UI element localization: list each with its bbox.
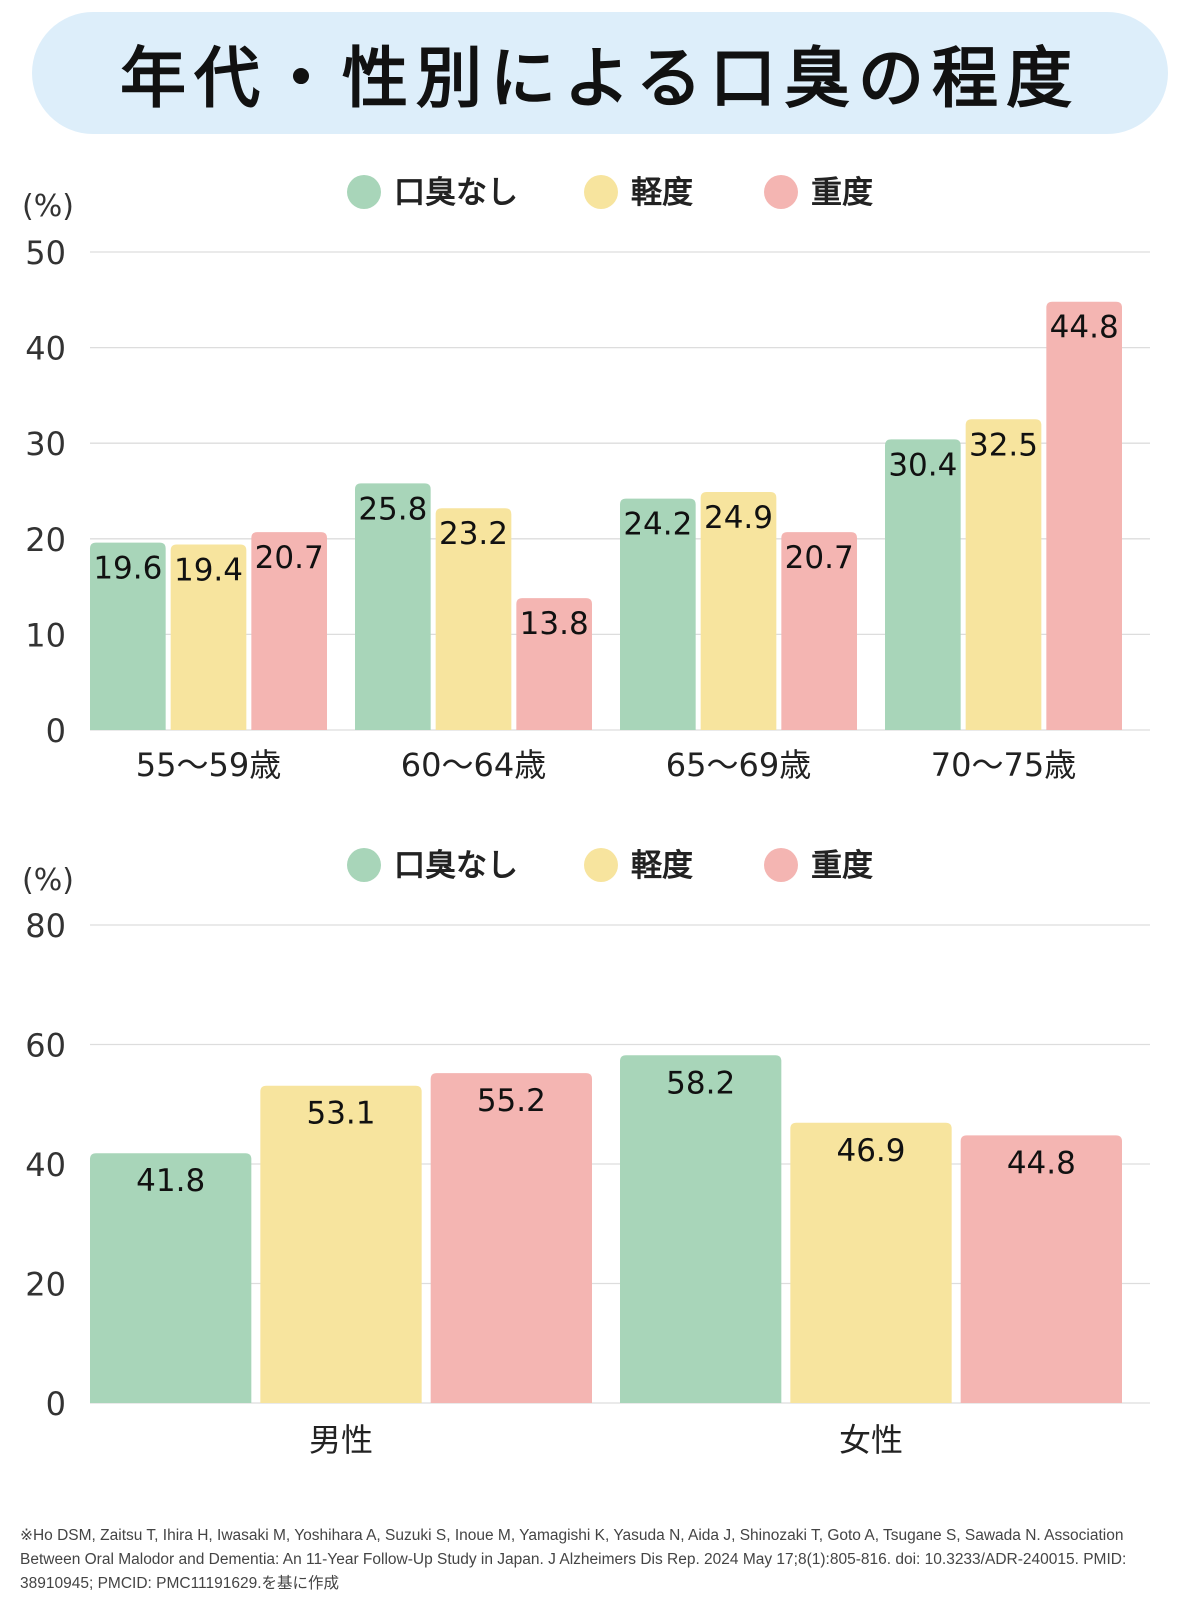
y-tick-label: 10 [25, 616, 66, 654]
bar [90, 542, 166, 730]
age-chart: 口臭なし 軽度 重度 (%) 0 10 20 30 40 50 19.6 19.4 20.7 55〜59歳… [22, 175, 1150, 784]
x-tick-label: 70〜75歳 [931, 746, 1076, 784]
data-label: 44.8 [1007, 1145, 1076, 1181]
y-tick-label: 40 [25, 330, 66, 368]
data-label: 44.8 [1050, 310, 1119, 346]
x-tick-label: 女性 [839, 1421, 903, 1459]
x-tick-label: 55〜59歳 [136, 746, 281, 784]
bar [1046, 301, 1122, 730]
legend-item: 口臭なし [347, 175, 518, 211]
y-tick-label: 60 [25, 1027, 66, 1065]
legend-label: 口臭なし [394, 175, 518, 211]
bar [960, 1135, 1122, 1403]
y-tick-label: 0 [46, 712, 66, 750]
y-tick-label: 80 [25, 907, 66, 945]
y-tick-label: 30 [25, 425, 66, 463]
data-label: 25.8 [358, 491, 427, 527]
bar [90, 1153, 252, 1403]
legend-swatch [347, 848, 381, 882]
bar [965, 419, 1042, 730]
gender-chart: 口臭なし 軽度 重度 (%) 0 20 40 60 80 41.8 53.1 55.2 男性 58.2 46… [22, 848, 1150, 1459]
citation-text: ※Ho DSM, Zaitsu T, Ihira H, Iwasaki M, Y… [20, 1527, 1127, 1592]
data-label: 41.8 [136, 1163, 205, 1199]
legend-label: 重度 [811, 175, 873, 211]
y-tick-label: 40 [25, 1146, 66, 1184]
title-banner: 年代・性別による口臭の程度 [32, 12, 1168, 134]
legend-label: 口臭なし [394, 848, 518, 884]
y-tick-label: 0 [46, 1385, 66, 1423]
legend-label: 重度 [811, 848, 873, 884]
bar [885, 439, 961, 730]
legend-item: 軽度 [584, 848, 693, 884]
bar [170, 544, 247, 730]
data-label: 53.1 [306, 1096, 375, 1132]
legend: 口臭なし 軽度 重度 [347, 175, 873, 211]
legend: 口臭なし 軽度 重度 [347, 848, 873, 884]
page-title: 年代・性別による口臭の程度 [119, 40, 1081, 117]
legend-swatch [584, 848, 618, 882]
bar [700, 491, 777, 730]
x-tick-label: 男性 [309, 1421, 373, 1459]
legend-label: 軽度 [631, 848, 693, 884]
data-label: 46.9 [836, 1133, 905, 1169]
legend-item: 重度 [764, 848, 873, 884]
data-label: 20.7 [255, 540, 324, 576]
legend-swatch [764, 848, 798, 882]
data-label: 13.8 [520, 606, 589, 642]
data-label: 58.2 [666, 1065, 735, 1101]
bar [620, 498, 696, 730]
legend-swatch [347, 175, 381, 209]
data-label: 19.4 [174, 553, 243, 589]
x-tick-label: 65〜69歳 [666, 746, 811, 784]
legend-item: 軽度 [584, 175, 693, 211]
y-axis-label: (%) [22, 863, 74, 898]
y-tick-label: 50 [25, 234, 66, 272]
y-tick-label: 20 [25, 1266, 66, 1304]
data-label: 55.2 [477, 1083, 546, 1119]
bar [781, 532, 857, 730]
data-label: 19.6 [93, 551, 162, 587]
bar [260, 1085, 422, 1403]
bar [435, 508, 512, 730]
x-tick-label: 60〜64歳 [401, 746, 546, 784]
data-label: 24.2 [623, 507, 692, 543]
bar [355, 483, 431, 730]
legend-item: 重度 [764, 175, 873, 211]
y-tick-label: 20 [25, 521, 66, 559]
data-label: 32.5 [969, 427, 1038, 463]
data-label: 30.4 [888, 447, 957, 483]
bar [251, 532, 327, 730]
legend-label: 軽度 [631, 175, 693, 211]
bar [790, 1122, 952, 1403]
legend-swatch [584, 175, 618, 209]
legend-swatch [764, 175, 798, 209]
bar [430, 1073, 592, 1403]
y-axis-label: (%) [22, 189, 74, 224]
bar [516, 598, 592, 730]
data-label: 23.2 [439, 516, 508, 552]
legend-item: 口臭なし [347, 848, 518, 884]
data-label: 20.7 [785, 540, 854, 576]
bar [620, 1055, 782, 1403]
data-label: 24.9 [704, 500, 773, 536]
